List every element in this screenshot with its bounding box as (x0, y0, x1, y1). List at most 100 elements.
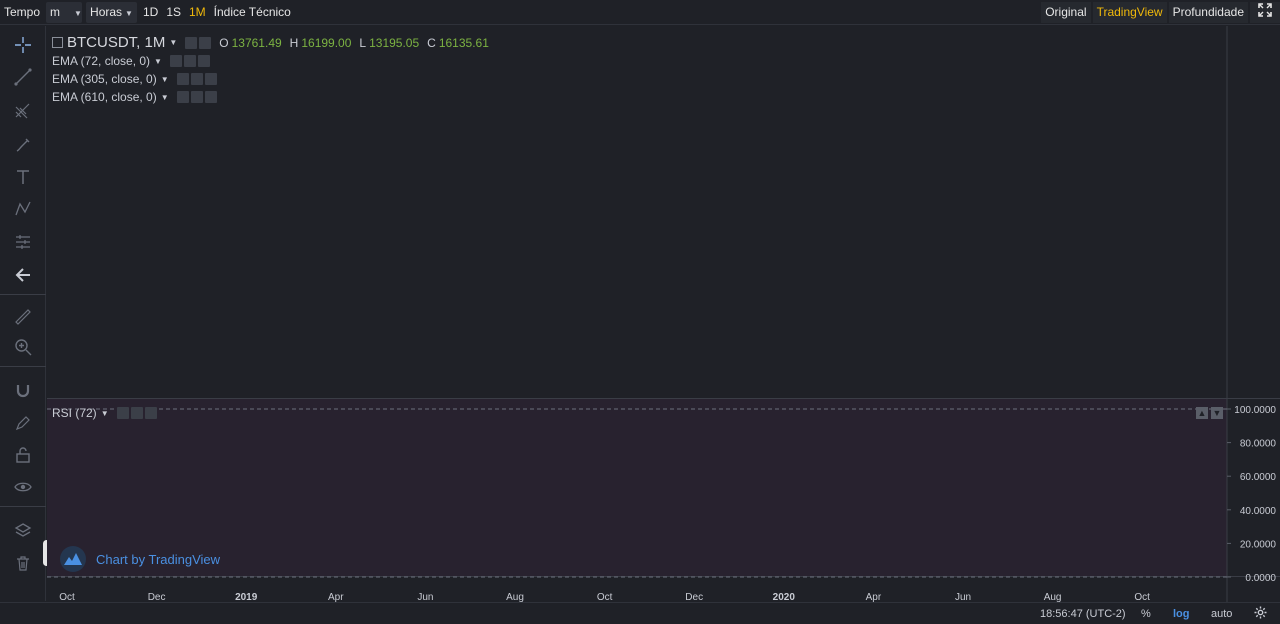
time-tick-label: Apr (866, 592, 882, 602)
open-key: O (219, 35, 229, 50)
chevron-down-icon[interactable]: ▼ (169, 38, 178, 47)
indicator-legend-ema-610[interactable]: EMA (610, close, 0) ▼ (52, 90, 217, 104)
view-tradingview[interactable]: TradingView (1092, 2, 1167, 23)
price-axis (1227, 26, 1280, 602)
log-toggle[interactable]: log (1173, 608, 1190, 620)
fullscreen-icon[interactable] (1250, 2, 1280, 23)
indicator-label: EMA (72, close, 0) (52, 54, 151, 68)
view-switcher: Original TradingView Profundidade (1039, 0, 1280, 25)
rsi-tick-label: 80.0000 (1240, 439, 1277, 450)
close-icon[interactable] (204, 91, 217, 103)
rsi-pane-background (47, 399, 1227, 576)
view-original[interactable]: Original (1041, 2, 1091, 23)
indicator-legend-ema-72[interactable]: EMA (72, close, 0) ▼ (52, 54, 210, 68)
chevron-down-icon[interactable]: ▼ (154, 56, 162, 66)
rsi-tick-label: 100.0000 (1234, 405, 1276, 416)
pencil-lock-icon[interactable] (10, 410, 36, 436)
time-tick-label: Aug (506, 592, 524, 602)
rsi-tick-label: 0.0000 (1245, 573, 1276, 584)
view-depth[interactable]: Profundidade (1168, 2, 1248, 23)
minute-select-value: m (50, 4, 61, 19)
trend-line-icon[interactable] (10, 64, 36, 90)
trash-icon[interactable] (10, 550, 36, 576)
time-tick-label: Jun (417, 592, 433, 602)
toolbar-divider (0, 506, 46, 507)
text-icon[interactable] (10, 164, 36, 190)
pattern-icon[interactable] (10, 196, 36, 222)
brush-icon[interactable] (10, 132, 36, 158)
settings-icon[interactable] (185, 36, 198, 49)
arrow-left-icon[interactable] (10, 262, 36, 288)
time-tick-label: Dec (685, 592, 703, 602)
crosshair-icon[interactable] (10, 32, 36, 58)
time-label: Tempo (4, 4, 41, 19)
indicator-legend-rsi[interactable]: RSI (72) ▼ (52, 406, 157, 420)
settings-icon[interactable] (190, 91, 203, 103)
indicator-legend-ema-305[interactable]: EMA (305, close, 0) ▼ (52, 72, 217, 86)
close-icon[interactable] (197, 55, 210, 67)
indicator-label: RSI (72) (52, 406, 97, 420)
minute-select[interactable]: m ▼ (46, 1, 83, 23)
toolbar-divider (0, 366, 46, 367)
eye-icon[interactable] (176, 73, 189, 85)
move-down-icon[interactable]: ▼ (1211, 407, 1223, 419)
technical-indicators-button[interactable]: Índice Técnico (213, 4, 291, 19)
layers-icon[interactable] (10, 518, 36, 544)
tradingview-watermark[interactable]: Chart by TradingView (60, 546, 220, 572)
time-tick-label: Aug (1044, 592, 1062, 602)
time-tick-label: Apr (328, 592, 344, 602)
chevron-down-icon: ▼ (125, 8, 133, 18)
close-key: C (427, 35, 436, 50)
rsi-tick-label: 60.0000 (1240, 472, 1277, 483)
close-icon[interactable] (204, 73, 217, 85)
magnet-icon[interactable] (10, 378, 36, 404)
eye-icon[interactable] (116, 407, 129, 419)
chevron-down-icon[interactable]: ▼ (160, 74, 169, 84)
high-value: 16199.00 (301, 35, 352, 50)
toolbar-collapse-handle[interactable] (43, 540, 50, 566)
tradingview-logo-icon (60, 546, 86, 572)
ruler-icon[interactable] (10, 304, 36, 330)
price-chart[interactable]: 32500.0026500.0020500.0016500.0013500.00… (47, 26, 1280, 602)
settings-icon[interactable] (130, 407, 143, 419)
eye-icon[interactable] (169, 55, 182, 67)
interval-1s[interactable]: 1S (166, 4, 181, 19)
high-key: H (289, 35, 299, 50)
zoom-in-icon[interactable] (10, 334, 36, 360)
chevron-down-icon[interactable]: ▼ (100, 408, 109, 418)
auto-toggle[interactable]: auto (1211, 608, 1233, 620)
low-value: 13195.05 (369, 35, 420, 50)
drawing-toolbar (0, 26, 46, 601)
chevron-down-icon[interactable]: ▼ (160, 92, 169, 102)
eye-icon[interactable] (10, 474, 36, 500)
lock-icon[interactable] (10, 442, 36, 468)
clock[interactable]: 18:56:47 (UTC-2) (1040, 608, 1126, 620)
time-tick-label: Oct (59, 592, 75, 602)
time-tick-label: Oct (597, 592, 613, 602)
time-tick-label: 2019 (235, 592, 258, 602)
eye-icon[interactable] (176, 91, 189, 103)
close-icon[interactable] (144, 407, 157, 419)
rsi-tick-label: 40.0000 (1240, 506, 1277, 517)
gear-icon[interactable] (1254, 606, 1267, 622)
close-value: 16135.61 (438, 35, 489, 50)
fib-tool-icon[interactable] (10, 98, 36, 124)
collapse-checkbox[interactable] (52, 37, 63, 48)
percent-toggle[interactable]: % (1141, 608, 1151, 620)
settings-icon[interactable] (183, 55, 196, 67)
time-tick-label: 2020 (773, 592, 796, 602)
symbol-name[interactable]: BTCUSDT, 1M (67, 34, 166, 51)
open-value: 13761.49 (231, 35, 282, 50)
toolbar-divider (0, 294, 46, 295)
indicator-label: EMA (305, close, 0) (52, 72, 157, 86)
hours-select[interactable]: Horas ▼ (86, 1, 137, 23)
interval-1m[interactable]: 1M (189, 4, 206, 19)
settings-icon[interactable] (199, 36, 212, 49)
move-up-icon[interactable]: ▲ (1196, 407, 1208, 419)
measure-icon[interactable] (10, 229, 36, 255)
price-pane-background (47, 26, 1227, 398)
time-tick-label: Jun (955, 592, 971, 602)
settings-icon[interactable] (190, 73, 203, 85)
interval-1d[interactable]: 1D (142, 4, 159, 19)
